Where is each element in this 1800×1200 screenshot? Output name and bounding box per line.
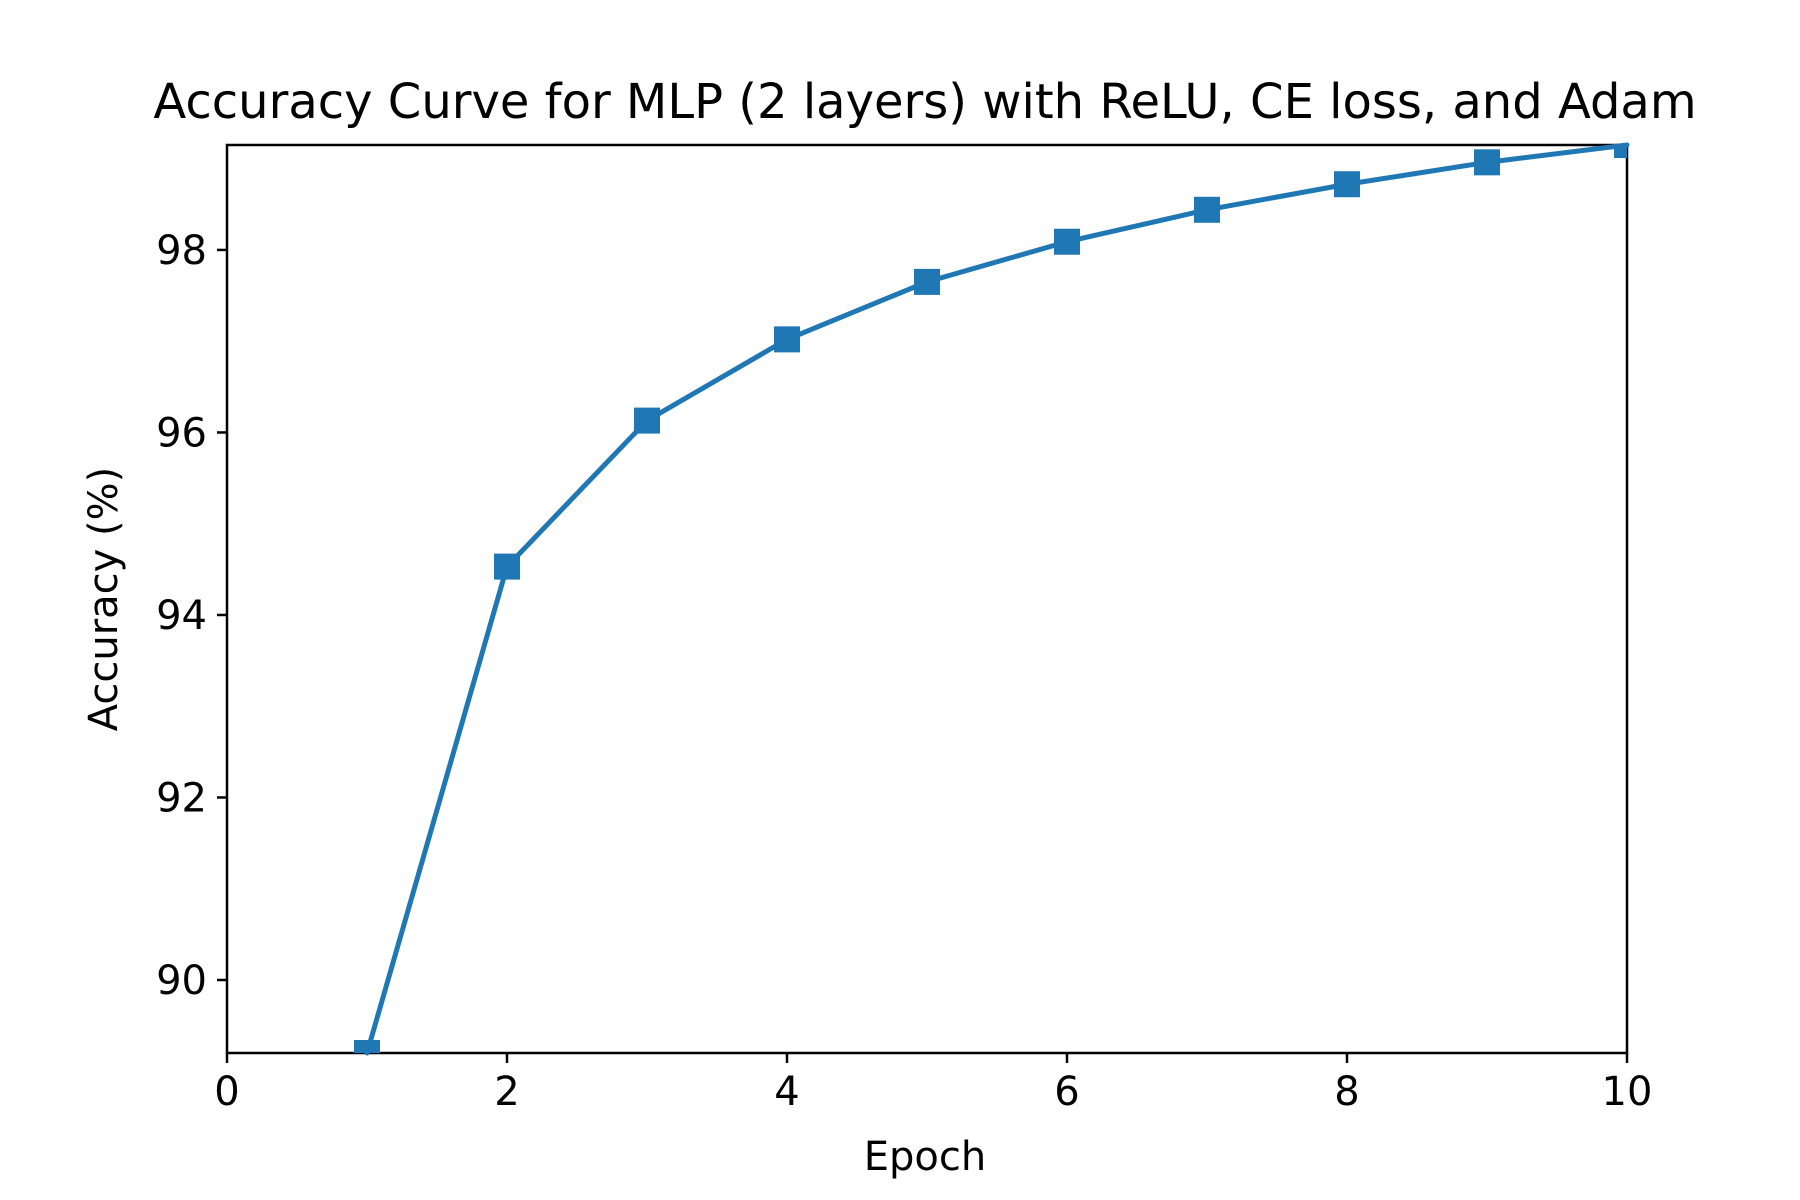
x-tick-label: 8	[1334, 1069, 1359, 1115]
data-point-marker	[1194, 196, 1220, 223]
plot-frame	[225, 143, 1629, 1055]
x-tick-label: 6	[1054, 1069, 1079, 1115]
chart-title: Accuracy Curve for MLP (2 layers) with R…	[153, 74, 1696, 130]
y-axis-label: Accuracy (%)	[81, 467, 127, 732]
y-tick-label: 94	[156, 593, 207, 639]
y-tick-label: 96	[156, 410, 207, 456]
data-point-marker	[1054, 228, 1080, 255]
data-point-marker	[914, 268, 940, 295]
x-axis-label: Epoch	[864, 1134, 986, 1180]
x-axis: 0 2 4 6 8 10	[214, 1053, 1652, 1115]
y-tick-label: 92	[156, 775, 207, 821]
x-tick-label: 0	[214, 1069, 239, 1115]
data-point-marker	[774, 326, 800, 353]
data-point-marker	[634, 407, 660, 434]
series-layer	[354, 142, 1630, 1056]
series-line	[364, 142, 1630, 1056]
data-point-marker	[1474, 149, 1500, 176]
y-axis: 90 92 94 96 98	[156, 228, 227, 1004]
y-tick-label: 98	[156, 228, 207, 274]
x-tick-label: 4	[774, 1069, 799, 1115]
data-point-marker	[1614, 145, 1627, 158]
data-point-marker	[1334, 171, 1360, 198]
data-point-marker	[354, 1040, 380, 1053]
plot-area: 0 2 4 6 8 10 90 92 94 96 98	[156, 142, 1652, 1115]
x-tick-label: 2	[494, 1069, 519, 1115]
data-point-marker	[494, 553, 520, 580]
y-tick-label: 90	[156, 958, 207, 1004]
x-tick-label: 10	[1602, 1069, 1653, 1115]
